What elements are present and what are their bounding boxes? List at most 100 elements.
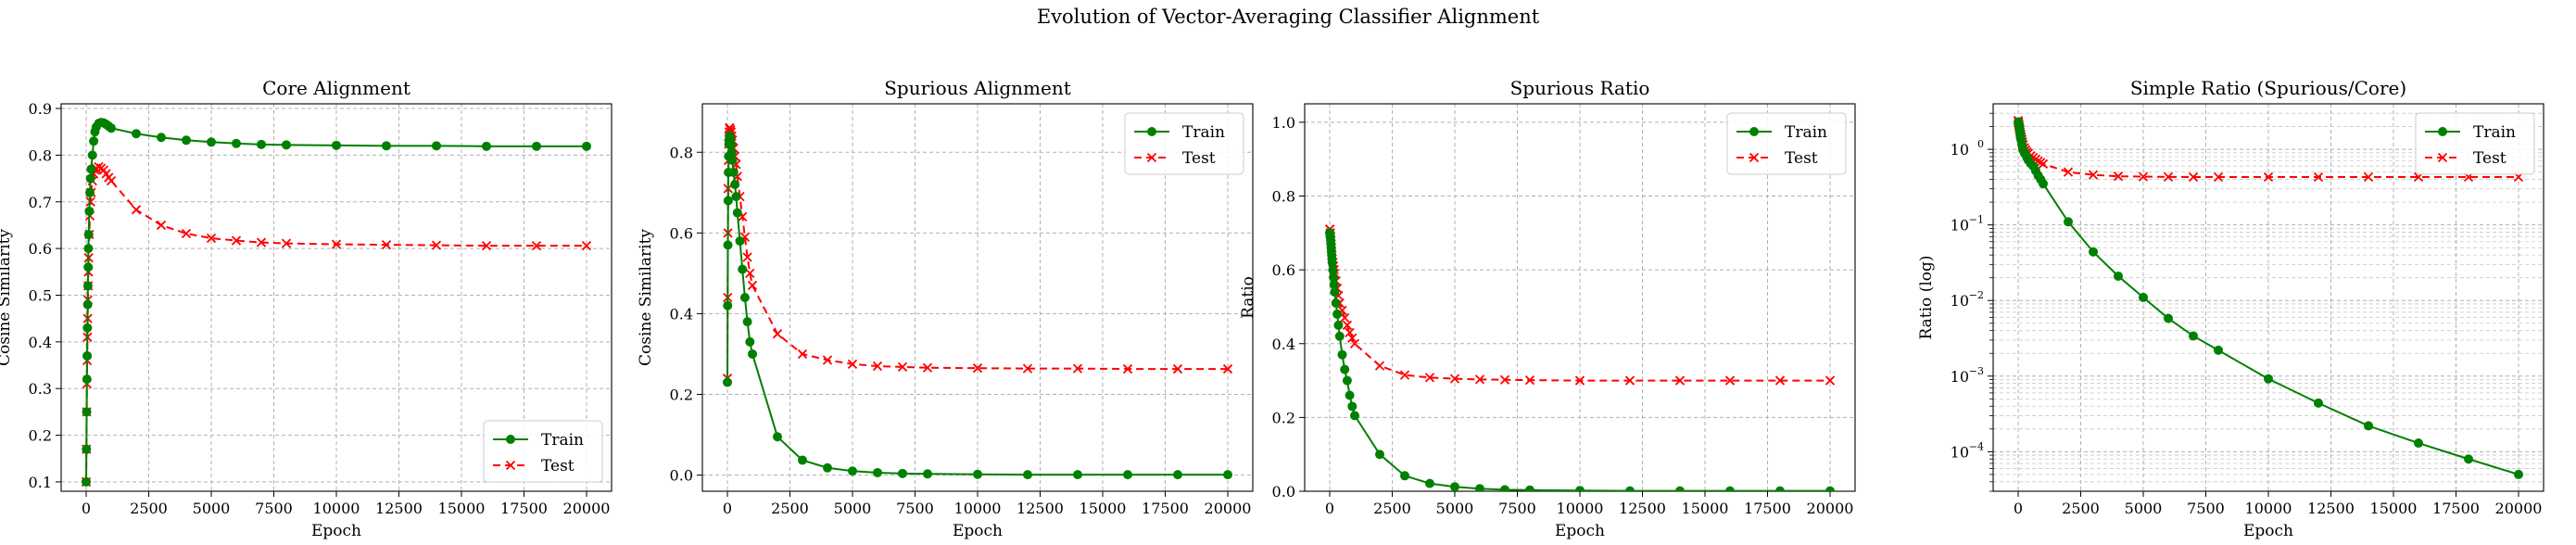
x-tick-label: 5000 bbox=[834, 500, 872, 517]
data-point-train bbox=[432, 141, 441, 151]
data-point-train bbox=[2064, 217, 2073, 227]
y-tick-exponent: −3 bbox=[1969, 365, 1984, 377]
data-point-train bbox=[532, 141, 541, 151]
x-tick-label: 15000 bbox=[1080, 500, 1127, 517]
x-tick-label: 0 bbox=[1325, 500, 1334, 517]
legend-marker bbox=[505, 460, 516, 471]
x-tick-label: 12500 bbox=[2307, 500, 2355, 517]
data-point-train bbox=[1475, 484, 1484, 491]
y-tick-label: 0.6 bbox=[29, 240, 52, 258]
data-point-test bbox=[1424, 373, 1435, 383]
data-point-train bbox=[723, 377, 732, 387]
y-tick-label: 0.8 bbox=[29, 146, 52, 164]
data-point-test bbox=[742, 252, 752, 262]
data-point-train bbox=[1329, 272, 1339, 283]
data-point-test bbox=[2263, 171, 2274, 183]
data-point-train bbox=[86, 164, 96, 174]
data-point-test bbox=[1724, 375, 1736, 386]
y-tick-label: 10 bbox=[1951, 217, 1969, 234]
data-point-train bbox=[1425, 478, 1434, 488]
data-point-train bbox=[823, 463, 832, 473]
data-point-test bbox=[431, 240, 442, 250]
x-tick-label: 20000 bbox=[563, 500, 611, 517]
data-point-test bbox=[797, 349, 808, 360]
data-point-train bbox=[1450, 482, 1459, 491]
data-point-test bbox=[972, 363, 983, 374]
data-point-test bbox=[131, 205, 142, 215]
y-tick-label: 10 bbox=[1951, 141, 1969, 158]
data-point-train bbox=[207, 137, 216, 147]
data-point-train bbox=[1825, 486, 1835, 491]
data-point-train bbox=[773, 432, 782, 442]
figure-title: Evolution of Vector-Averaging Classifier… bbox=[1036, 6, 1540, 28]
legend-marker bbox=[2437, 152, 2448, 163]
data-point-train bbox=[2164, 313, 2173, 323]
data-point-test bbox=[2163, 171, 2174, 182]
chart-title: Simple Ratio (Spurious/Core) bbox=[2130, 77, 2406, 99]
y-tick-exponent: 0 bbox=[1977, 138, 1984, 150]
data-point-train bbox=[2264, 374, 2273, 384]
y-axis-label: Ratio bbox=[1239, 276, 1257, 319]
y-tick-label: 0.4 bbox=[670, 305, 693, 323]
data-point-train bbox=[2414, 438, 2423, 449]
data-point-train bbox=[1332, 309, 1343, 319]
x-tick-label: 7500 bbox=[2187, 500, 2225, 517]
data-point-test bbox=[2313, 171, 2324, 183]
data-point-train bbox=[2214, 345, 2223, 355]
data-point-train bbox=[1675, 486, 1685, 491]
data-point-train bbox=[2089, 247, 2098, 257]
data-point-train bbox=[82, 476, 91, 487]
y-tick-label: 0.2 bbox=[29, 427, 52, 445]
chart-panel: 0 2500 5000 7500 10000 12500 15000 17500 20000 10… bbox=[1917, 77, 2544, 540]
data-point-train bbox=[1342, 375, 1352, 386]
chart-title: Spurious Ratio bbox=[1510, 77, 1650, 99]
plot-area bbox=[722, 122, 1233, 480]
data-point-test bbox=[181, 228, 192, 239]
data-point-train bbox=[89, 136, 99, 146]
data-point-train bbox=[1330, 287, 1340, 298]
data-point-train bbox=[1023, 470, 1032, 480]
plot-frame bbox=[701, 103, 1254, 492]
legend-marker bbox=[1749, 152, 1760, 163]
data-point-test bbox=[1524, 375, 1535, 386]
data-point-test bbox=[1349, 338, 1360, 349]
x-tick-label: 12500 bbox=[1619, 500, 1666, 517]
y-tick-label: 1.0 bbox=[1272, 114, 1295, 132]
data-point-test bbox=[1345, 327, 1355, 337]
x-tick-label: 0 bbox=[723, 500, 732, 517]
data-point-train bbox=[731, 192, 741, 202]
data-point-train bbox=[728, 168, 739, 178]
x-tick-label: 0 bbox=[82, 500, 91, 517]
y-tick-label: 0.2 bbox=[670, 387, 693, 404]
data-point-test bbox=[1374, 361, 1385, 371]
y-tick-exponent: −1 bbox=[1969, 214, 1984, 226]
y-tick-label: 0.1 bbox=[29, 474, 52, 491]
data-point-train bbox=[2364, 421, 2373, 431]
data-point-train bbox=[1123, 470, 1132, 480]
data-point-test bbox=[231, 235, 242, 246]
data-point-train bbox=[742, 317, 752, 327]
data-point-train bbox=[726, 139, 737, 149]
x-tick-label: 17500 bbox=[2432, 500, 2480, 517]
data-point-test bbox=[1340, 312, 1350, 323]
data-point-train bbox=[107, 123, 116, 133]
data-point-train bbox=[1575, 486, 1585, 491]
data-point-test bbox=[897, 361, 908, 373]
data-point-test bbox=[2063, 167, 2074, 177]
data-point-train bbox=[84, 206, 95, 216]
data-point-train bbox=[87, 150, 97, 160]
x-tick-label: 10000 bbox=[954, 500, 1002, 517]
data-point-test bbox=[1022, 363, 1033, 374]
data-point-test bbox=[747, 280, 758, 291]
chart-panel: 0 2500 5000 7500 10000 12500 15000 17500 20000 0.… bbox=[637, 77, 1254, 540]
data-point-train bbox=[1223, 470, 1232, 480]
data-point-test bbox=[2038, 158, 2049, 170]
data-point-test bbox=[872, 361, 883, 372]
data-point-train bbox=[1625, 486, 1635, 491]
x-tick-label: 7500 bbox=[896, 500, 934, 517]
legend-marker bbox=[506, 435, 515, 444]
y-axis-label: Cosine Similarity bbox=[0, 229, 14, 366]
y-tick-exponent: −4 bbox=[1969, 440, 1984, 452]
data-point-train bbox=[1345, 390, 1355, 400]
data-point-test bbox=[2188, 171, 2199, 183]
